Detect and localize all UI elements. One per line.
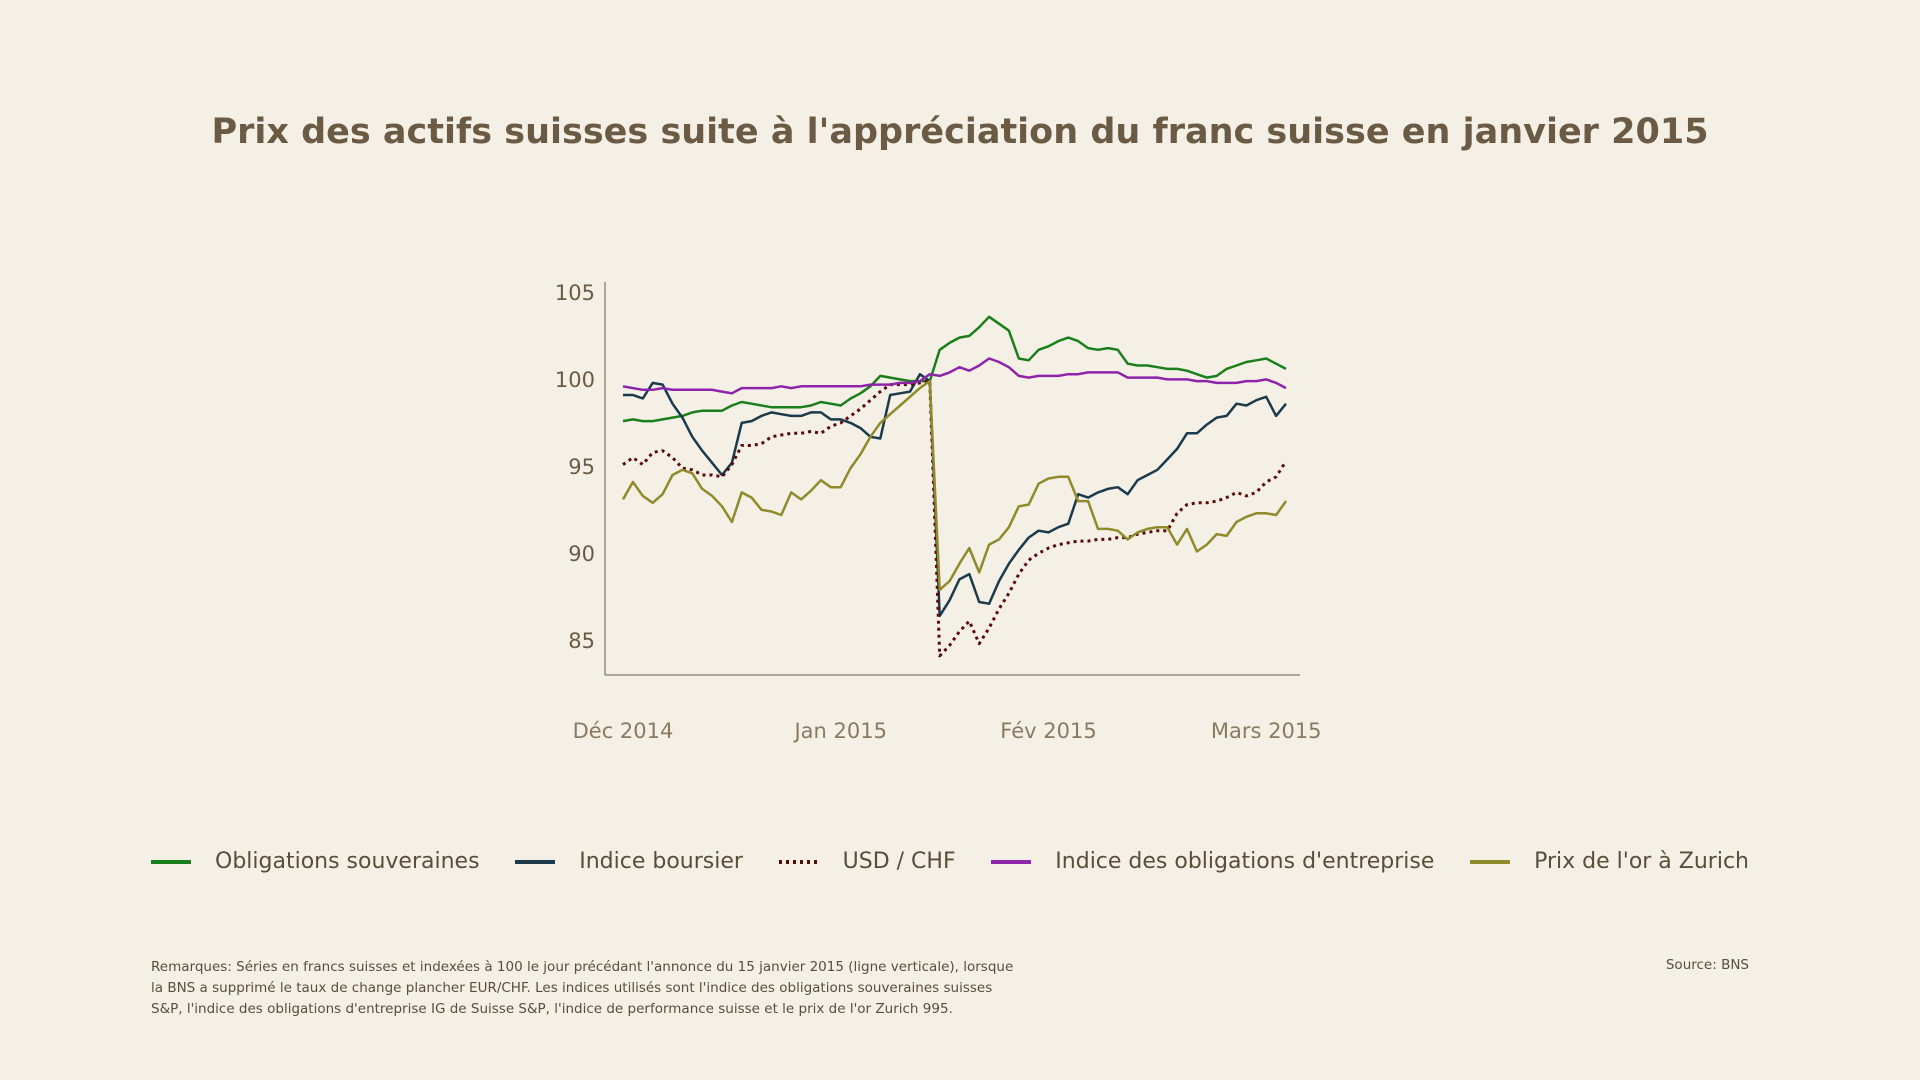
y-tick-label: 95 xyxy=(568,455,595,479)
legend-label: USD / CHF xyxy=(842,849,956,874)
legend-swatch xyxy=(151,859,191,864)
x-tick-label: Mars 2015 xyxy=(1211,719,1322,743)
x-tick-label: Jan 2015 xyxy=(792,719,887,743)
legend-item: Indice boursier xyxy=(515,849,743,874)
y-tick-label: 85 xyxy=(568,629,595,653)
series-line xyxy=(622,315,1287,423)
legend-item: Indice des obligations d'entreprise xyxy=(991,849,1434,874)
series-line xyxy=(622,357,1287,395)
chart-title: Prix des actifs suisses suite à l'appréc… xyxy=(211,112,1708,152)
legend-item: Prix de l'or à Zurich xyxy=(1470,849,1749,874)
legend-label: Obligations souveraines xyxy=(215,849,480,874)
series-line xyxy=(621,379,1288,592)
x-tick-label: Fév 2015 xyxy=(1000,719,1096,743)
legend-swatch xyxy=(991,859,1032,864)
legend-swatch xyxy=(515,859,556,864)
y-tick-label: 105 xyxy=(555,281,595,305)
x-tick-label: Déc 2014 xyxy=(573,719,674,743)
legend-swatch xyxy=(1470,859,1511,864)
note: Remarques: Séries en francs suisses et i… xyxy=(151,959,1014,1017)
legend: Obligations souveraines Indice boursier US… xyxy=(151,849,1749,874)
source: Source: BNS xyxy=(1665,957,1749,973)
series-line xyxy=(622,379,1288,658)
legend-label: Indice des obligations d'entreprise xyxy=(1055,849,1435,874)
legend-label: Prix de l'or à Zurich xyxy=(1534,849,1749,874)
legend-label: Indice boursier xyxy=(579,849,743,874)
series-line xyxy=(623,372,1287,618)
legend-item: USD / CHF xyxy=(778,849,956,874)
legend-swatch xyxy=(778,859,819,864)
legend-item: Obligations souveraines xyxy=(151,849,480,874)
y-tick-label: 90 xyxy=(568,542,595,566)
y-tick-label: 100 xyxy=(555,368,595,392)
